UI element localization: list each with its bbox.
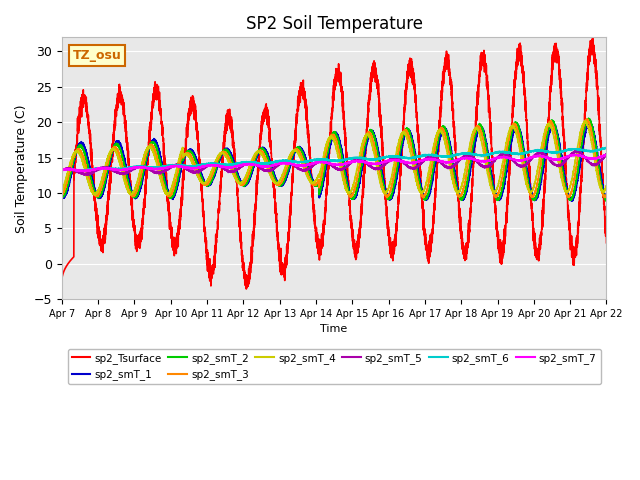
sp2_smT_7 bbox=[58, 167, 66, 172]
Line: sp2_Tsurface: sp2_Tsurface bbox=[62, 38, 607, 289]
sp2_smT_5 bbox=[84, 172, 92, 178]
sp2_smT_3 bbox=[383, 195, 391, 201]
sp2_smT_2 bbox=[602, 198, 610, 204]
sp2_smT_1 bbox=[316, 193, 323, 199]
sp2_smT_5 bbox=[58, 168, 66, 173]
sp2_smT_7 bbox=[602, 152, 610, 157]
sp2_Tsurface bbox=[603, 240, 611, 246]
sp2_smT_1 bbox=[603, 195, 611, 201]
sp2_smT_2 bbox=[316, 189, 323, 195]
sp2_smT_4 bbox=[92, 192, 99, 198]
sp2_smT_4 bbox=[472, 126, 479, 132]
Y-axis label: Soil Temperature (C): Soil Temperature (C) bbox=[15, 104, 28, 232]
sp2_smT_1 bbox=[243, 181, 251, 187]
sp2_smT_5 bbox=[316, 158, 323, 164]
sp2_smT_5 bbox=[472, 157, 479, 163]
sp2_smT_7 bbox=[456, 156, 464, 162]
sp2_smT_1 bbox=[456, 192, 464, 197]
sp2_smT_6 bbox=[58, 167, 66, 172]
sp2_smT_2 bbox=[58, 193, 66, 199]
sp2_smT_3 bbox=[316, 182, 323, 188]
sp2_smT_2 bbox=[243, 180, 251, 186]
sp2_smT_6 bbox=[79, 168, 86, 174]
sp2_smT_2 bbox=[472, 132, 479, 138]
sp2_smT_4 bbox=[581, 118, 589, 124]
sp2_smT_3 bbox=[58, 192, 66, 198]
sp2_Tsurface bbox=[456, 216, 464, 222]
Line: sp2_smT_6: sp2_smT_6 bbox=[62, 147, 607, 171]
Line: sp2_smT_1: sp2_smT_1 bbox=[62, 122, 607, 201]
sp2_smT_7 bbox=[243, 161, 251, 167]
sp2_Tsurface bbox=[580, 140, 588, 145]
sp2_smT_1 bbox=[58, 194, 66, 200]
sp2_smT_5 bbox=[572, 148, 580, 154]
sp2_smT_6 bbox=[316, 156, 323, 162]
sp2_smT_6 bbox=[456, 151, 464, 156]
sp2_Tsurface bbox=[316, 247, 323, 253]
sp2_smT_7 bbox=[316, 159, 323, 165]
sp2_smT_7 bbox=[603, 152, 611, 157]
sp2_smT_4 bbox=[580, 120, 588, 126]
Text: TZ_osu: TZ_osu bbox=[73, 49, 122, 62]
sp2_Tsurface bbox=[589, 36, 596, 41]
sp2_Tsurface bbox=[58, 264, 66, 270]
Line: sp2_smT_4: sp2_smT_4 bbox=[62, 121, 607, 195]
sp2_smT_4 bbox=[58, 188, 66, 194]
sp2_smT_4 bbox=[243, 170, 251, 176]
sp2_smT_5 bbox=[456, 157, 464, 163]
sp2_smT_7 bbox=[580, 154, 588, 159]
X-axis label: Time: Time bbox=[321, 324, 348, 335]
sp2_smT_6 bbox=[243, 159, 251, 165]
sp2_smT_1 bbox=[580, 139, 588, 145]
sp2_smT_3 bbox=[456, 193, 464, 199]
sp2_Tsurface bbox=[573, 240, 580, 246]
sp2_smT_5 bbox=[603, 152, 611, 157]
sp2_smT_3 bbox=[472, 127, 479, 133]
Legend: sp2_Tsurface, sp2_smT_1, sp2_smT_2, sp2_smT_3, sp2_smT_4, sp2_smT_5, sp2_smT_6, : sp2_Tsurface, sp2_smT_1, sp2_smT_2, sp2_… bbox=[68, 349, 601, 384]
sp2_smT_5 bbox=[573, 149, 580, 155]
Line: sp2_smT_3: sp2_smT_3 bbox=[62, 119, 607, 198]
sp2_smT_7 bbox=[573, 152, 580, 157]
sp2_smT_1 bbox=[472, 140, 479, 145]
sp2_smT_1 bbox=[568, 198, 575, 204]
Line: sp2_smT_7: sp2_smT_7 bbox=[62, 155, 607, 172]
sp2_smT_5 bbox=[243, 160, 251, 166]
sp2_smT_2 bbox=[585, 116, 593, 121]
sp2_smT_4 bbox=[456, 188, 464, 193]
sp2_smT_7 bbox=[81, 169, 89, 175]
sp2_smT_1 bbox=[586, 120, 593, 125]
sp2_smT_6 bbox=[472, 152, 479, 157]
sp2_smT_3 bbox=[583, 116, 591, 122]
sp2_smT_3 bbox=[580, 123, 588, 129]
sp2_smT_7 bbox=[472, 157, 479, 163]
sp2_smT_3 bbox=[603, 192, 611, 198]
sp2_smT_2 bbox=[573, 174, 580, 180]
sp2_smT_2 bbox=[580, 130, 588, 136]
sp2_smT_5 bbox=[580, 153, 588, 158]
sp2_smT_1 bbox=[573, 181, 580, 187]
sp2_smT_6 bbox=[573, 146, 580, 152]
sp2_Tsurface bbox=[243, 286, 250, 292]
sp2_smT_4 bbox=[316, 172, 323, 178]
sp2_smT_2 bbox=[603, 197, 611, 203]
sp2_smT_4 bbox=[603, 183, 611, 189]
sp2_smT_2 bbox=[456, 195, 464, 201]
sp2_Tsurface bbox=[243, 281, 251, 287]
Line: sp2_smT_5: sp2_smT_5 bbox=[62, 151, 607, 175]
sp2_smT_4 bbox=[573, 148, 580, 154]
sp2_smT_6 bbox=[602, 144, 610, 150]
sp2_smT_6 bbox=[580, 147, 588, 153]
Title: SP2 Soil Temperature: SP2 Soil Temperature bbox=[246, 15, 422, 33]
sp2_smT_3 bbox=[243, 176, 251, 182]
sp2_smT_6 bbox=[603, 145, 611, 151]
sp2_smT_3 bbox=[573, 160, 580, 166]
Line: sp2_smT_2: sp2_smT_2 bbox=[62, 119, 607, 201]
sp2_Tsurface bbox=[472, 128, 479, 133]
